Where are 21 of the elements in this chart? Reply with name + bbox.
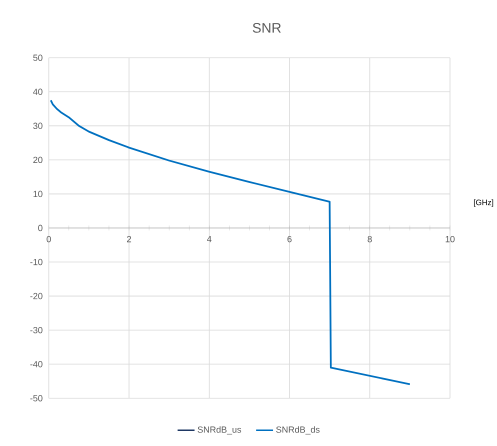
y-tick-label: -30 — [30, 326, 42, 334]
y-tick-label: 10 — [34, 190, 42, 198]
x-tick-label: 6 — [287, 236, 292, 242]
line-series — [50, 99, 411, 386]
legend-label: SNRdB_us — [198, 426, 242, 434]
y-tick-label: 0 — [38, 224, 42, 232]
x-tick-label: 10 — [446, 236, 455, 242]
x-tick-label: 0 — [46, 236, 51, 242]
y-tick-label: 50 — [33, 54, 42, 61]
x-tick-label: 2 — [127, 236, 132, 242]
legend-label: SNRdB_ds — [276, 426, 320, 434]
y-tick-label: -50 — [30, 395, 42, 402]
y-tick-label: -20 — [30, 292, 42, 300]
y-tick-label: 30 — [33, 122, 42, 129]
y-tick-label: -10 — [30, 258, 42, 266]
y-tick-label: -40 — [30, 361, 42, 368]
y-tick-label: 20 — [33, 156, 42, 164]
x-tick-label: 8 — [368, 236, 372, 242]
x-tick-label: 4 — [206, 236, 212, 242]
chart-title: SNR — [252, 22, 281, 33]
y-tick-label: 40 — [33, 88, 42, 95]
